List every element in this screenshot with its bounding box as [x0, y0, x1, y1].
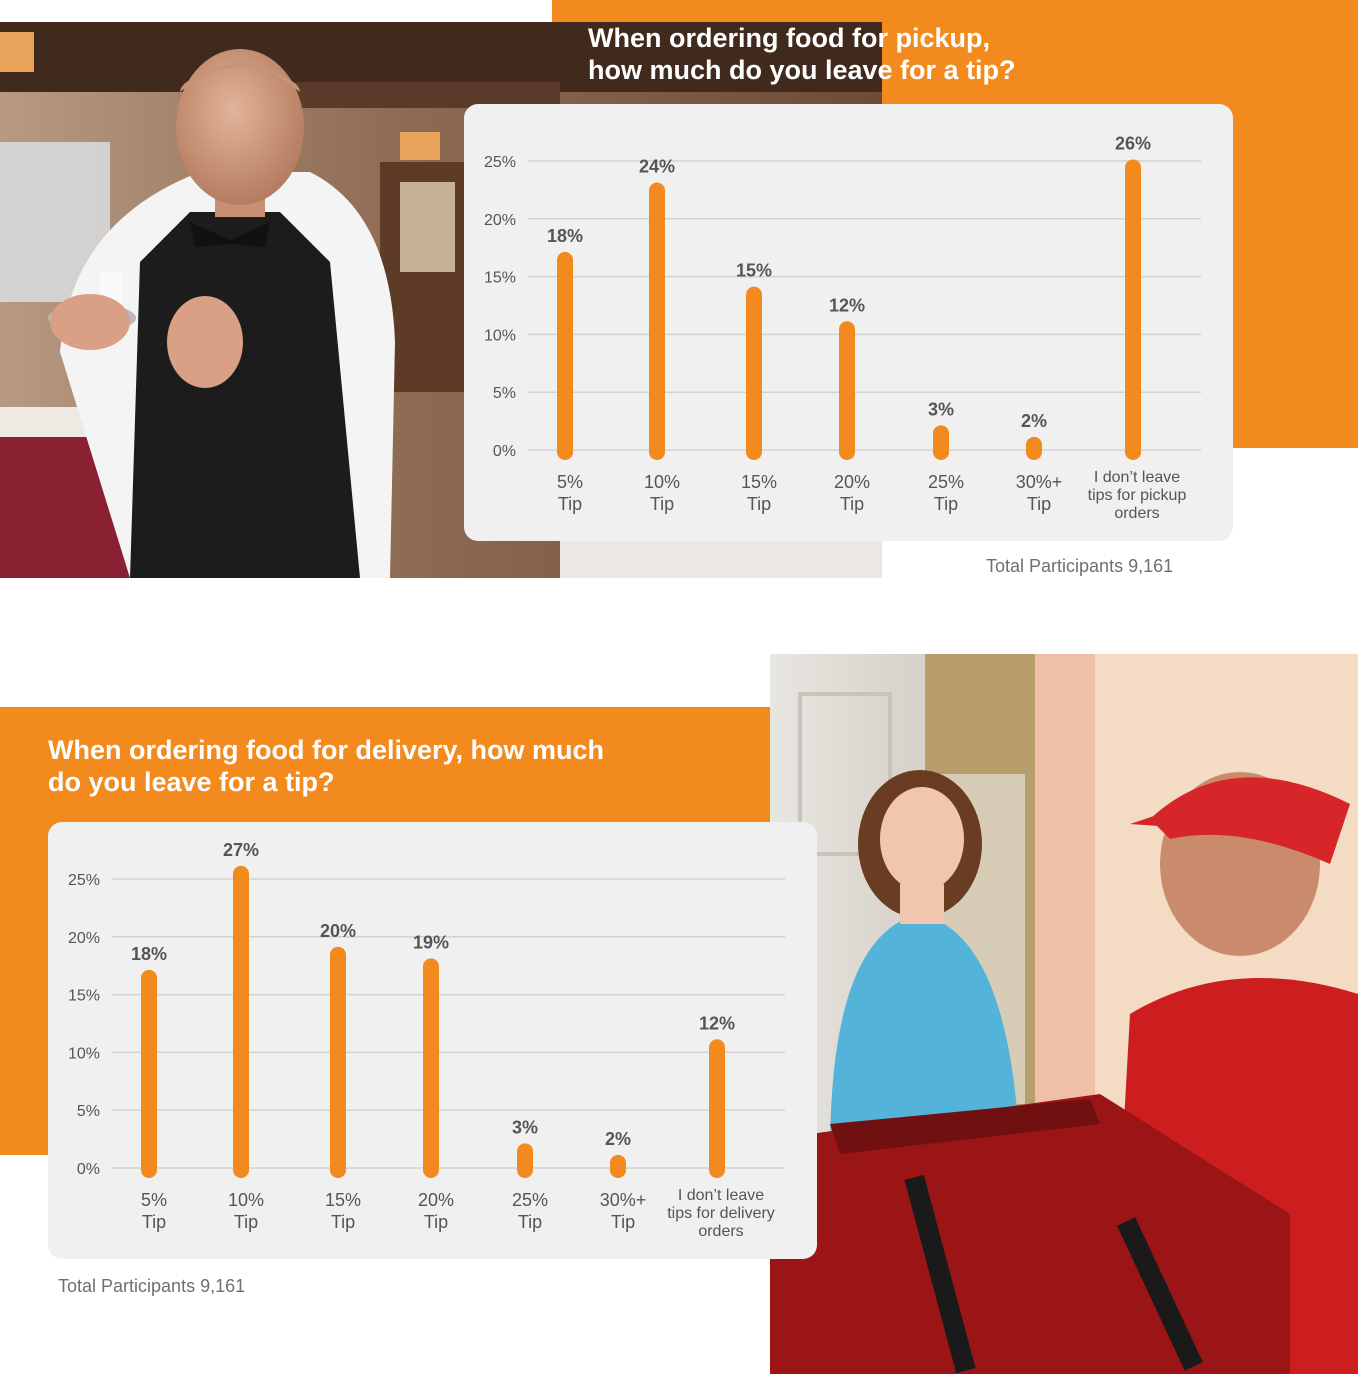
x-tick-label: Tip: [142, 1212, 166, 1232]
y-tick-label: 20%: [68, 930, 100, 947]
value-label: 12%: [829, 295, 865, 315]
y-tick-label: 15%: [68, 988, 100, 1005]
delivery-chart-card: 0% 5% 10% 15% 20% 25% 18% 5% Tip 27% 10% Tip 20% 15% T…: [48, 822, 817, 1259]
bar: [330, 946, 346, 1178]
x-tick-label: Tip: [424, 1212, 448, 1232]
value-label: 20%: [320, 921, 356, 941]
y-tick-label: 15%: [484, 270, 516, 287]
x-tick-label: Tip: [611, 1212, 635, 1232]
x-tick-label: 25%: [512, 1190, 548, 1210]
x-tick-label: I don’t leave: [1094, 469, 1180, 486]
delivery-total-participants: Total Participants 9,161: [58, 1276, 246, 1296]
x-tick-label: tips for pickup: [1088, 487, 1187, 504]
y-tick-label: 0%: [493, 443, 516, 460]
bar: [839, 321, 855, 460]
y-tick-label: 5%: [77, 1103, 100, 1120]
value-label: 15%: [736, 261, 772, 281]
y-tick-label: 20%: [484, 212, 516, 229]
x-tick-label: orders: [1114, 505, 1159, 522]
x-tick-label: Tip: [234, 1212, 258, 1232]
value-label: 12%: [699, 1013, 735, 1033]
x-tick-label: 10%: [644, 472, 680, 492]
x-tick-label: I don’t leave: [678, 1187, 764, 1204]
value-label: 3%: [928, 399, 954, 419]
bar: [557, 251, 573, 460]
x-tick-label: 5%: [557, 472, 583, 492]
bar: [423, 958, 439, 1178]
x-tick-label: orders: [698, 1223, 743, 1240]
x-tick-label: Tip: [331, 1212, 355, 1232]
x-tick-label: Tip: [1027, 494, 1051, 514]
bar: [709, 1039, 725, 1178]
y-tick-label: 25%: [68, 872, 100, 889]
bar: [1026, 436, 1042, 460]
delivery-photo: [770, 654, 1358, 1374]
value-label: 2%: [1021, 411, 1047, 431]
value-label: 26%: [1115, 133, 1151, 153]
pickup-total-participants: Total Participants 9,161: [986, 556, 1174, 576]
bar: [746, 286, 762, 460]
x-tick-label: 25%: [928, 472, 964, 492]
bar: [141, 969, 157, 1178]
delivery-title: When ordering food for delivery, how muc…: [48, 735, 605, 797]
value-label: 27%: [223, 840, 259, 860]
pickup-bar-chart: 0%5%10%15%20%25%18%5%Tip24%10%Tip15%15%T…: [484, 133, 1201, 522]
x-tick-label: 15%: [741, 472, 777, 492]
delivery-bar-chart: 0%5%10%15%20%25%18%5%Tip27%10%Tip20%15%T…: [68, 840, 785, 1240]
x-tick-label: 20%: [834, 472, 870, 492]
x-tick-label: Tip: [840, 494, 864, 514]
x-tick-label: 5%: [141, 1190, 167, 1210]
x-tick-label: 10%: [228, 1190, 264, 1210]
y-tick-label: 5%: [493, 385, 516, 402]
x-tick-label: 30%+: [600, 1190, 647, 1210]
bar: [233, 865, 249, 1178]
x-tick-label: tips for delivery: [667, 1205, 775, 1222]
x-tick-label: 30%+: [1016, 472, 1063, 492]
y-tick-label: 25%: [484, 154, 516, 171]
y-tick-label: 10%: [484, 327, 516, 344]
y-tick-label: 0%: [77, 1161, 100, 1178]
value-label: 2%: [605, 1129, 631, 1149]
bar: [649, 182, 665, 460]
value-label: 3%: [512, 1117, 538, 1137]
value-label: 24%: [639, 157, 675, 177]
bar: [1125, 159, 1141, 460]
bar: [517, 1143, 533, 1178]
x-tick-label: Tip: [747, 494, 771, 514]
bar: [610, 1154, 626, 1178]
x-tick-label: Tip: [650, 494, 674, 514]
x-tick-label: 20%: [418, 1190, 454, 1210]
x-tick-label: Tip: [934, 494, 958, 514]
x-tick-label: 15%: [325, 1190, 361, 1210]
value-label: 18%: [131, 944, 167, 964]
pickup-title: When ordering food for pickup, how much …: [588, 23, 1016, 85]
x-tick-label: Tip: [518, 1212, 542, 1232]
pickup-chart-card: 0% 5% 10% 15% 20% 25% 18% 5% Tip 24% 10% Tip 15% 15% T…: [464, 104, 1233, 541]
y-tick-label: 10%: [68, 1045, 100, 1062]
value-label: 19%: [413, 932, 449, 952]
bar: [933, 425, 949, 460]
value-label: 18%: [547, 226, 583, 246]
x-tick-label: Tip: [558, 494, 582, 514]
